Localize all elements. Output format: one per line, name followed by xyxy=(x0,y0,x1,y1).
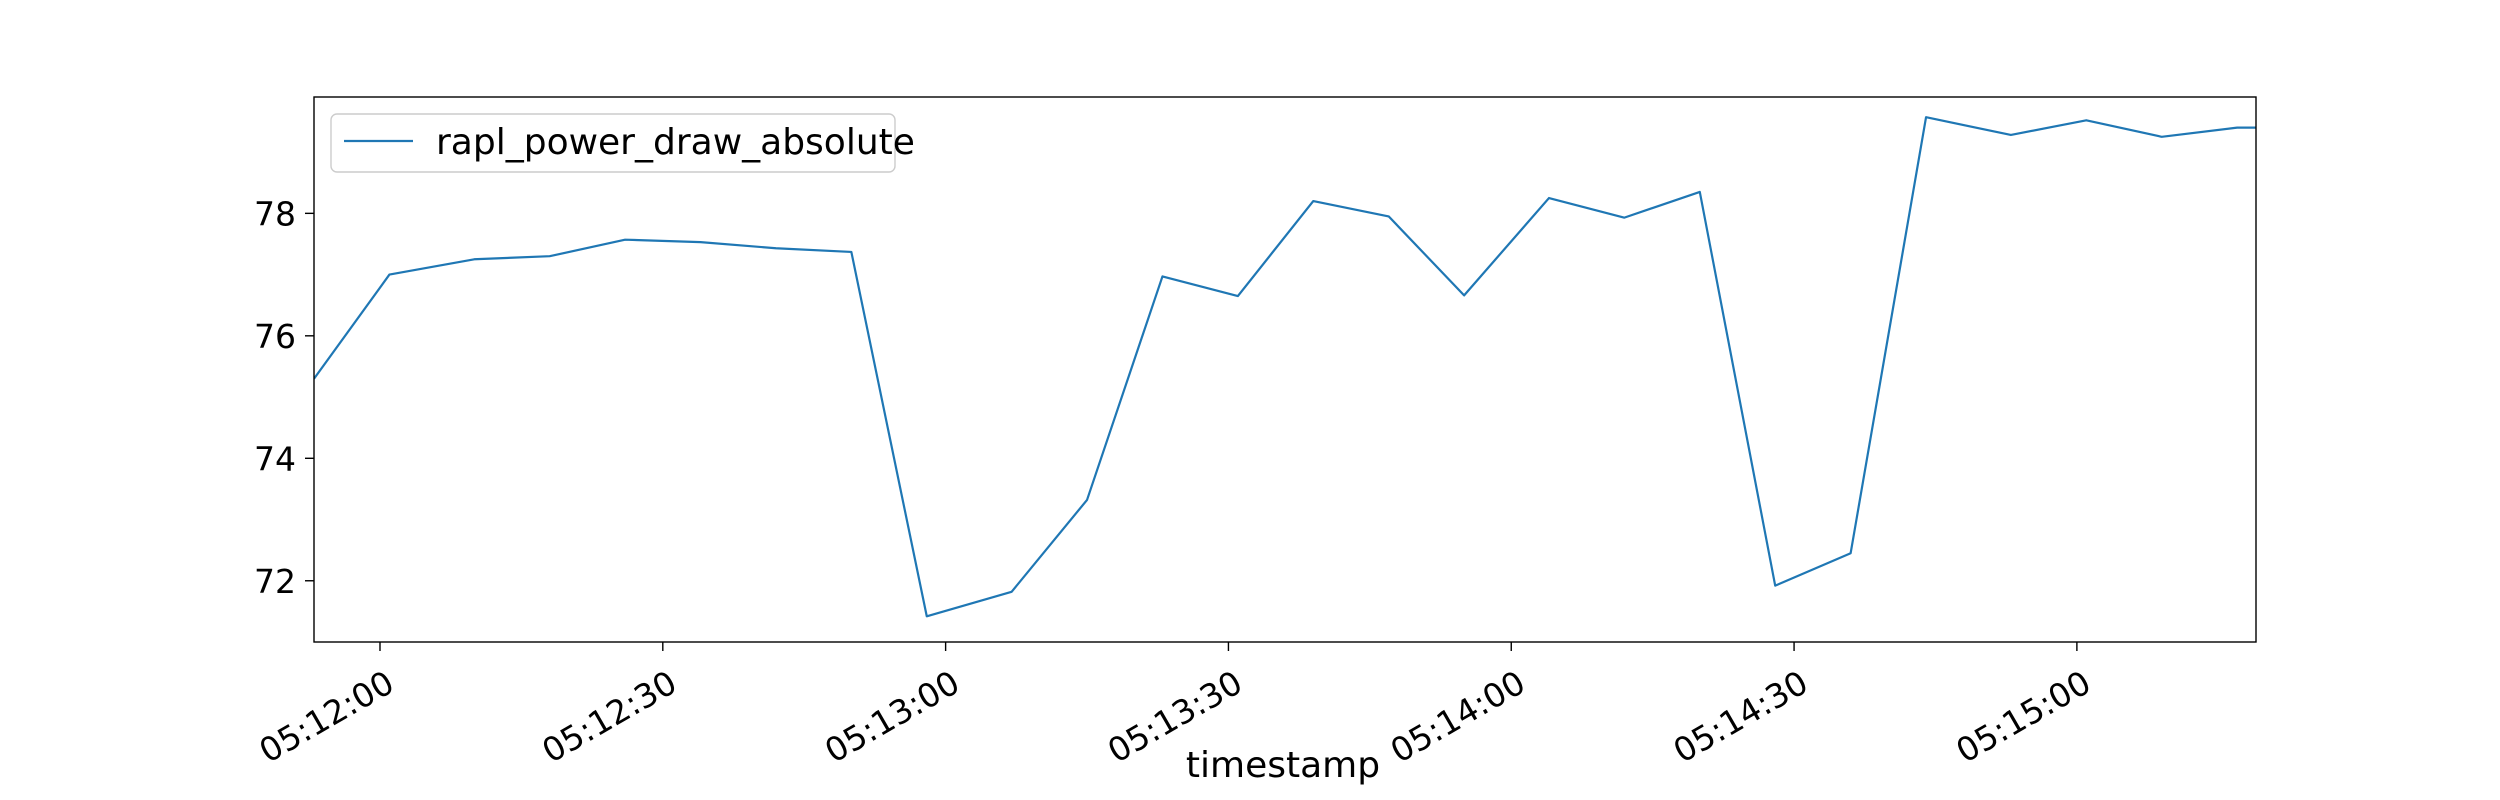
series-line xyxy=(314,116,2256,618)
y-tick-label: 78 xyxy=(254,194,296,233)
legend: rapl_power_draw_absolute xyxy=(330,113,915,173)
y-tick-label: 74 xyxy=(254,439,296,478)
plot-frame xyxy=(313,96,2257,643)
legend-frame xyxy=(330,113,896,173)
x-axis-label: timestamp xyxy=(1186,745,1380,786)
legend-label: rapl_power_draw_absolute xyxy=(436,122,915,163)
y-tick-label: 76 xyxy=(254,317,296,356)
y-tick-label: 72 xyxy=(254,562,296,601)
